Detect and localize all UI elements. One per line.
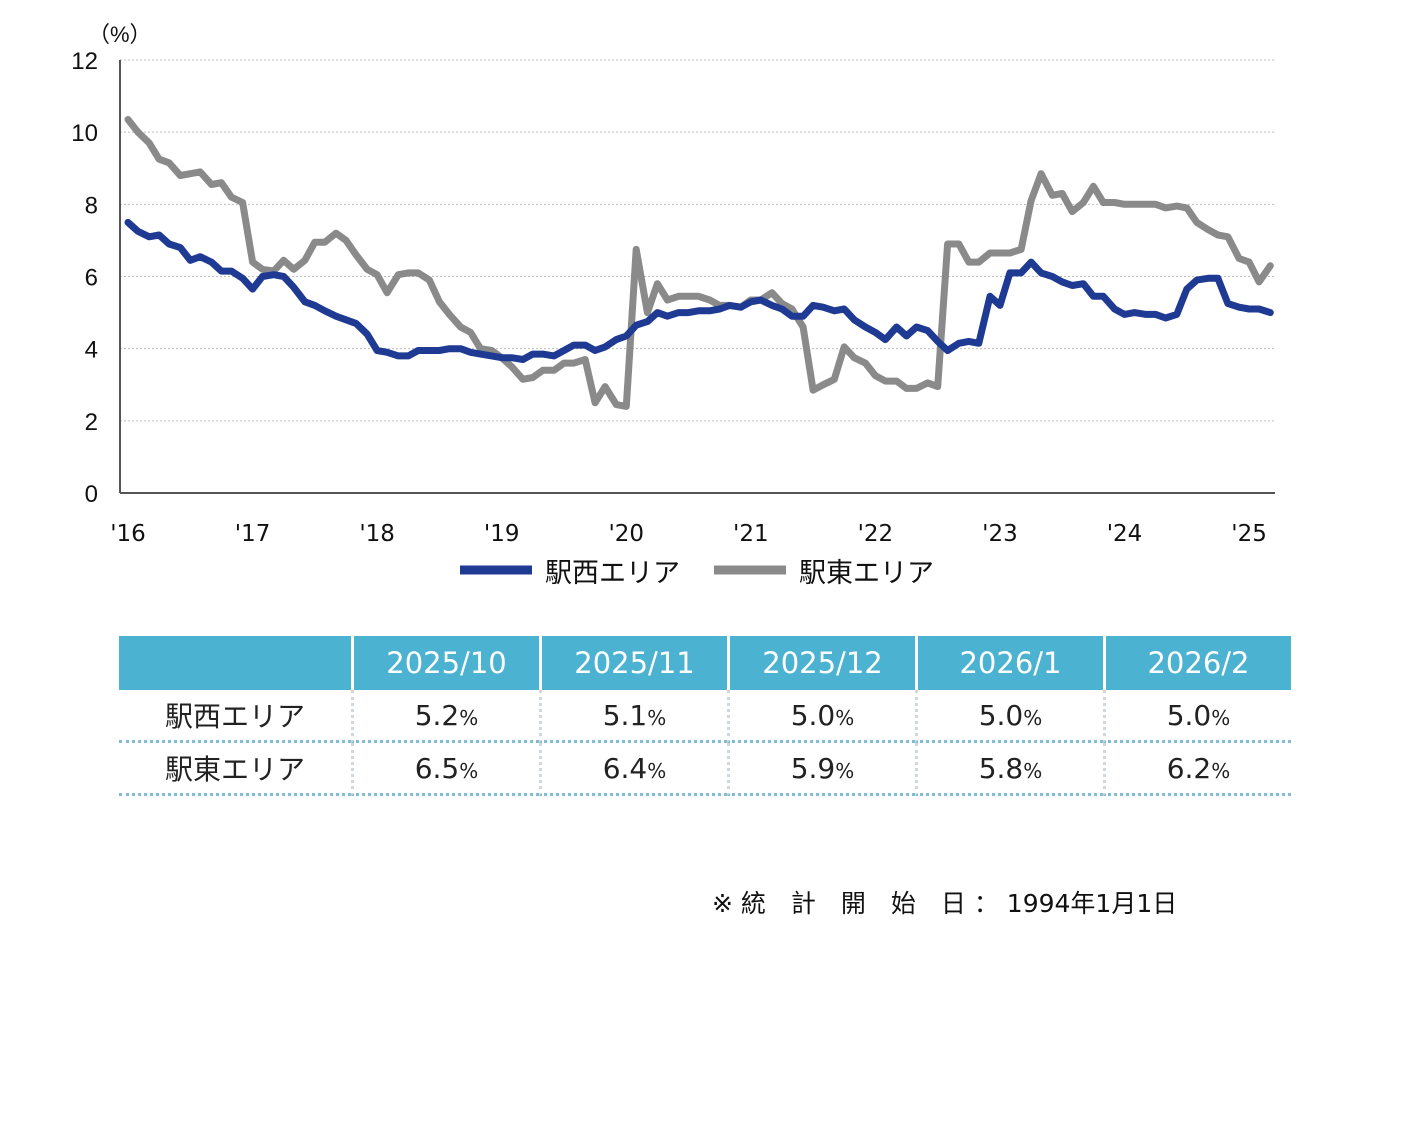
y-tick-label: 6	[85, 265, 98, 292]
table-cell: 5.2%	[351, 690, 539, 743]
pct-unit: %	[647, 758, 667, 783]
y-tick-label: 8	[85, 192, 98, 219]
cell-value: 5.9	[790, 751, 836, 785]
table-cell: 6.4%	[539, 743, 727, 796]
legend-label-east: 駅東エリア	[799, 558, 934, 589]
x-tick-label: '25	[1231, 521, 1267, 547]
series-line-west	[124, 218, 1274, 363]
x-tick-label: '24	[1107, 521, 1143, 547]
table-cell: 5.9%	[727, 743, 915, 796]
legend: 駅西エリア 駅東エリア	[460, 558, 934, 589]
table-row: 駅西エリア 5.2% 5.1% 5.0% 5.0% 5.0%	[119, 690, 1291, 743]
table-header-row: 2025/10 2025/11 2025/12 2026/1 2026/2	[119, 636, 1291, 690]
series-line-east	[124, 116, 1274, 410]
y-tick-label: 12	[71, 48, 98, 75]
pct-unit: %	[835, 705, 855, 730]
table-cell: 5.8%	[915, 743, 1103, 796]
x-tick-label: '18	[359, 521, 395, 547]
x-tick-label: '19	[484, 521, 520, 547]
table-cell: 6.5%	[351, 743, 539, 796]
table-cell: 5.0%	[727, 690, 915, 743]
x-tick-label: '22	[858, 521, 894, 547]
y-tick-label: 0	[85, 481, 98, 508]
cell-value: 5.0	[790, 698, 836, 732]
series-lines	[124, 116, 1274, 410]
cell-value: 5.8	[978, 751, 1024, 785]
table-cell: 5.0%	[1103, 690, 1291, 743]
pct-unit: %	[459, 705, 479, 730]
y-unit-label: （%）	[88, 22, 152, 47]
cell-value: 5.0	[1166, 698, 1212, 732]
cell-value: 6.4	[602, 751, 648, 785]
pct-unit: %	[459, 758, 479, 783]
y-tick-label: 2	[85, 409, 98, 436]
pct-unit: %	[647, 705, 667, 730]
cell-value: 6.5	[414, 751, 460, 785]
cell-value: 6.2	[1166, 751, 1212, 785]
vacancy-rate-table: 2025/10 2025/11 2025/12 2026/1 2026/2 駅西…	[119, 636, 1291, 796]
x-axis-ticks: '16 '17 '18 '19 '20 '21 '22 '23 '24 '25	[110, 521, 1267, 547]
footnote-start-date: ※ 統 計 開 始 日 ： 1994年1月1日	[712, 889, 1178, 918]
x-tick-label: '23	[982, 521, 1018, 547]
y-axis-ticks: 0 2 4 6 8 10 12	[71, 48, 98, 508]
pct-unit: %	[1023, 758, 1043, 783]
pct-unit: %	[1211, 705, 1231, 730]
pct-unit: %	[1023, 705, 1043, 730]
table-row: 駅東エリア 6.5% 6.4% 5.9% 5.8% 6.2%	[119, 743, 1291, 796]
table-header-cell: 2026/1	[915, 636, 1103, 690]
line-chart: （%） 0 2 4 6 8 10 12 '16 '17 '18 '19 '20 '21 '22 '23 '2…	[71, 22, 1275, 589]
table-header-cell: 2025/12	[727, 636, 915, 690]
pct-unit: %	[1211, 758, 1231, 783]
gridlines	[120, 59, 1275, 422]
cell-value: 5.1	[602, 698, 648, 732]
table-row-label: 駅西エリア	[119, 690, 351, 743]
x-tick-label: '20	[608, 521, 644, 547]
x-tick-label: '17	[235, 521, 271, 547]
cell-value: 5.0	[978, 698, 1024, 732]
y-tick-label: 10	[71, 120, 98, 147]
table-corner-cell	[119, 636, 351, 690]
table-cell: 5.0%	[915, 690, 1103, 743]
table-header-cell: 2025/11	[539, 636, 727, 690]
x-tick-label: '16	[110, 521, 146, 547]
table-cell: 6.2%	[1103, 743, 1291, 796]
table-header-cell: 2026/2	[1103, 636, 1291, 690]
pct-unit: %	[835, 758, 855, 783]
table-cell: 5.1%	[539, 690, 727, 743]
table-row-label: 駅東エリア	[119, 743, 351, 796]
table-header-cell: 2025/10	[351, 636, 539, 690]
cell-value: 5.2	[414, 698, 460, 732]
legend-label-west: 駅西エリア	[545, 558, 680, 589]
x-tick-label: '21	[733, 521, 769, 547]
y-tick-label: 4	[85, 337, 98, 364]
